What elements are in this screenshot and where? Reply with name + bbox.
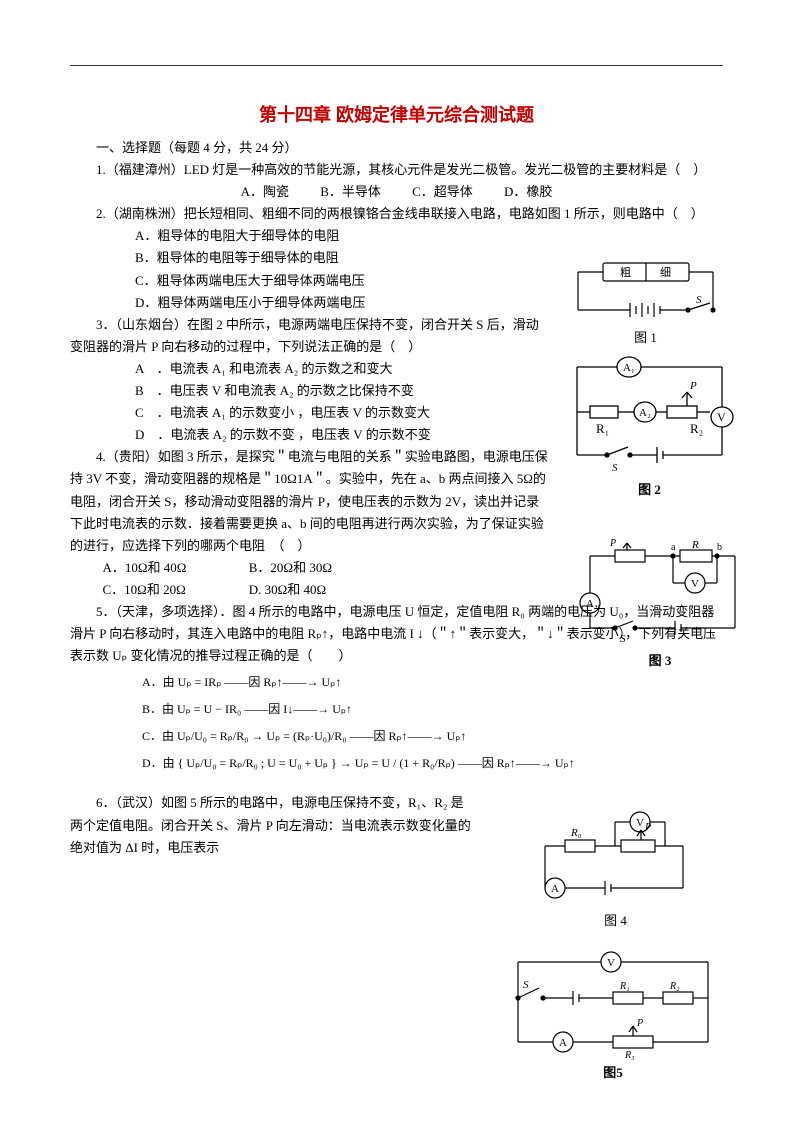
- figure-4: A V R₀ P 图 4: [533, 808, 698, 929]
- figure-2-label: 图 2: [562, 479, 737, 498]
- fig1-xi-label: 细: [660, 266, 671, 279]
- fig3-s: S: [620, 633, 626, 645]
- figure-2: A₁ A₂ R₁ R₂ V P S 图 2: [562, 347, 737, 498]
- figure-4-svg: A V R₀ P: [533, 808, 698, 908]
- figure-1: 粗 细 S 图 1: [568, 255, 723, 346]
- q1-opt-c: C．超导体: [412, 184, 473, 199]
- figure-3: A V R a b S P 图 3: [575, 538, 745, 669]
- figure-1-label: 图 1: [568, 327, 723, 346]
- fig2-s: S: [612, 462, 618, 474]
- q1-opt-b: B．半导体: [320, 184, 381, 199]
- q4-opt-c: C．10Ω和 20Ω: [103, 579, 246, 601]
- figure-1-svg: 粗 细 S: [568, 255, 723, 325]
- fig3-b: b: [717, 542, 722, 553]
- figure-5-label: 图5: [503, 1062, 723, 1081]
- fig2-r1: R₁: [596, 421, 609, 436]
- fig2-a1: A₁: [623, 362, 635, 374]
- fig5-r2: R₂: [669, 981, 680, 992]
- fig4-r0: R₀: [570, 827, 582, 839]
- q5-opt-a: A．由 Uₚ = IRₚ ——因 Rₚ↑——→ Uₚ↑: [142, 671, 723, 694]
- fig3-a2: a: [671, 542, 676, 553]
- q1-options: A．陶瓷 B．半导体 C．超导体 D．橡胶: [70, 181, 723, 203]
- fig4-v: V: [636, 817, 644, 829]
- fig1-s-label: S: [696, 294, 702, 306]
- q5-opt-b: B．由 Uₚ = U − IR₀ ——因 I↓——→ Uₚ↑: [142, 698, 723, 721]
- fig2-p: P: [689, 380, 697, 392]
- q1-opt-a: A．陶瓷: [241, 184, 289, 199]
- figure-3-label: 图 3: [575, 650, 745, 669]
- q4-opt-d: D. 30Ω和 40Ω: [249, 582, 326, 597]
- figure-3-svg: A V R a b S P: [575, 538, 745, 648]
- q4-opt-a: A．10Ω和 40Ω: [103, 557, 246, 579]
- fig2-r2: R₂: [690, 421, 703, 436]
- q5-opt-d: D．由 { Uₚ/U₀ = Rₚ/R₀ ; U = U₀ + Uₚ } → Uₚ…: [142, 752, 723, 775]
- section-1-heading: 一、选择题（每题 4 分，共 24 分）: [70, 137, 723, 159]
- fig5-p: P: [636, 1018, 643, 1029]
- figure-5-svg: V A S R₁ R₂ P R₃: [503, 950, 723, 1060]
- fig5-r1: R₁: [619, 981, 630, 992]
- figure-4-label: 图 4: [533, 910, 698, 929]
- fig5-s: S: [523, 979, 529, 991]
- q5-formulas: A．由 Uₚ = IRₚ ——因 Rₚ↑——→ Uₚ↑ B．由 Uₚ = U −…: [142, 671, 723, 774]
- fig3-a: A: [586, 598, 594, 610]
- q1-opt-d: D．橡胶: [504, 184, 552, 199]
- fig3-v: V: [691, 578, 699, 590]
- q5-opt-c: C．由 Uₚ/U₀ = Rₚ/R₀ → Uₚ = (Rₚ·U₀)/R₀ ——因 …: [142, 725, 723, 748]
- q4-opt-b: B．20Ω和 30Ω: [249, 560, 332, 575]
- fig5-a: A: [559, 1037, 567, 1049]
- document-title: 第十四章 欧姆定律单元综合测试题: [70, 101, 723, 127]
- q1-stem: 1.（福建漳州）LED 灯是一种高效的节能光源，其核心元件是发光二极管。发光二极…: [70, 159, 723, 181]
- top-rule: [70, 65, 723, 66]
- fig3-r: R: [691, 539, 699, 551]
- page: 第十四章 欧姆定律单元综合测试题 一、选择题（每题 4 分，共 24 分） 1.…: [0, 0, 793, 1122]
- figure-2-svg: A₁ A₂ R₁ R₂ V P S: [562, 347, 737, 477]
- fig2-v: V: [717, 410, 726, 424]
- fig5-r3: R₃: [624, 1050, 635, 1060]
- fig1-cu-label: 粗: [620, 266, 631, 279]
- fig5-v: V: [607, 957, 615, 969]
- fig2-a2: A₂: [639, 407, 651, 419]
- fig3-p: P: [609, 538, 616, 549]
- fig4-a: A: [551, 883, 559, 895]
- fig4-p: P: [644, 822, 651, 833]
- figure-5: V A S R₁ R₂ P R₃ 图5: [503, 950, 723, 1081]
- q2-opt-a: A．粗导体的电阻大于细导体的电阻: [135, 225, 723, 247]
- q2-stem: 2.（湖南株洲）把长短相同、粗细不同的两根镍铬合金线串联接入电路，电路如图 1 …: [70, 203, 723, 225]
